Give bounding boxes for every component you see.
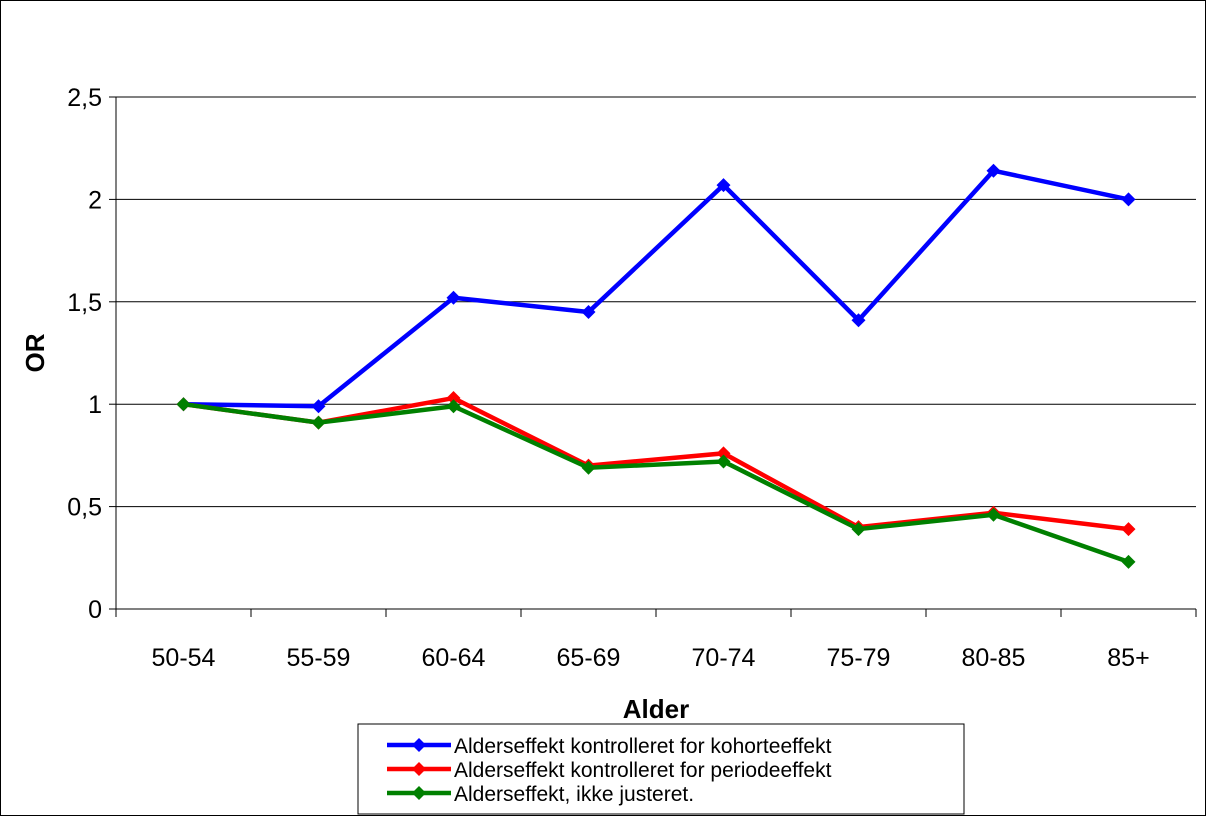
data-point: [851, 313, 866, 328]
legend-label: Alderseffekt kontrolleret for kohorteeff…: [454, 735, 832, 758]
x-axis-title: Alder: [623, 694, 689, 724]
y-tick-label: 2: [88, 186, 102, 214]
x-tick-label: 80-85: [962, 644, 1026, 672]
tick-labels: 0 0,5 1 1,5 2 2,5 50-54 55-59 60-64 65-69 70-74 75-…: [67, 84, 1149, 672]
x-tick-label: 55-59: [287, 644, 351, 672]
x-tick-label: 70-74: [692, 644, 756, 672]
y-tick-label: 1,5: [67, 289, 102, 317]
data-point: [716, 454, 731, 469]
x-tick-label: 85+: [1107, 644, 1149, 672]
legend-label: Alderseffekt kontrolleret for periodeeff…: [454, 759, 832, 782]
y-axis-title: OR: [20, 333, 50, 372]
series-3: [176, 397, 1136, 569]
x-tick-label: 75-79: [827, 644, 891, 672]
legend-swatch-marker: [412, 786, 426, 800]
x-tick-label: 50-54: [152, 644, 216, 672]
y-tick-label: 2,5: [67, 84, 102, 112]
series-line: [183, 401, 1130, 565]
data-point: [581, 305, 596, 320]
legend-label: Alderseffekt, ikke justeret.: [454, 783, 694, 806]
data-point: [311, 399, 326, 414]
y-tick-label: 0: [88, 596, 102, 624]
data-point: [581, 460, 596, 475]
x-tick-label: 60-64: [422, 644, 486, 672]
data-point: [1121, 554, 1136, 569]
data-point: [986, 507, 1001, 522]
data-point: [311, 415, 326, 430]
data-point: [1121, 522, 1136, 537]
data-point: [446, 399, 461, 414]
data-point: [851, 522, 866, 537]
y-tick-label: 1: [88, 391, 102, 419]
x-tick-label: 65-69: [557, 644, 621, 672]
data-point: [716, 446, 731, 461]
legend: Alderseffekt kontrolleret for kohorteeff…: [357, 723, 965, 815]
series-1: [176, 163, 1136, 414]
data-point: [986, 163, 1001, 178]
legend-swatch-marker: [412, 762, 426, 776]
axes: [109, 96, 1197, 617]
gridlines: [116, 96, 1196, 508]
data-point: [446, 391, 461, 406]
data-point: [1121, 192, 1136, 207]
series-lines: [176, 163, 1136, 569]
y-tick-label: 0,5: [67, 494, 102, 522]
data-point: [446, 290, 461, 305]
data-point: [176, 397, 191, 412]
legend-swatch-marker: [412, 738, 426, 752]
series-line: [183, 168, 1129, 409]
legend-box: [357, 723, 965, 815]
data-point: [716, 178, 731, 193]
